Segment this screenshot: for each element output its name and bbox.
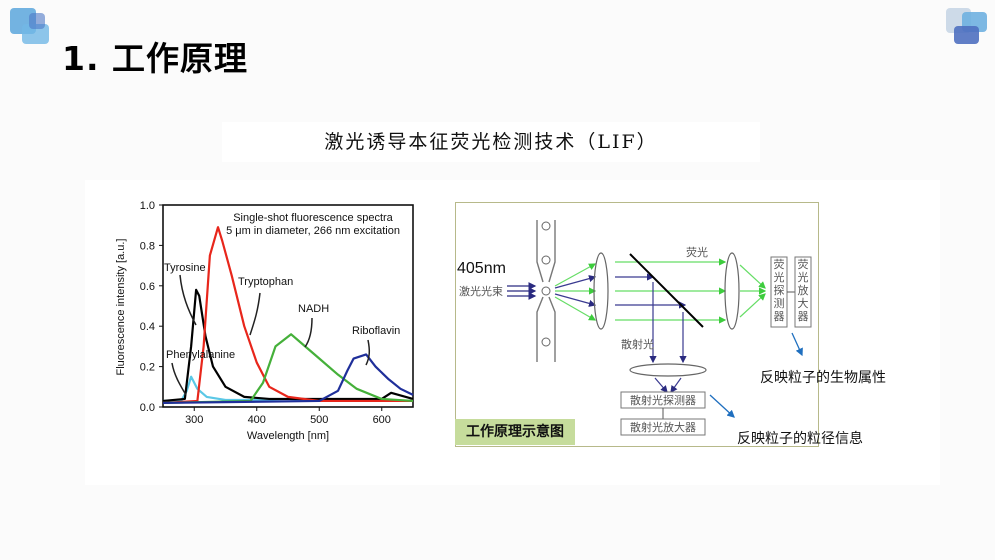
logo-icon-right bbox=[940, 0, 995, 50]
page-title: 1. 工作原理 bbox=[62, 39, 248, 78]
note-size-info: 反映粒子的粒径信息 bbox=[737, 431, 863, 447]
scatter-label: 散射光 bbox=[621, 337, 654, 351]
label-phenylalanine: Phenylalanine bbox=[166, 349, 235, 361]
svg-text:400: 400 bbox=[248, 414, 266, 426]
label-tyrosine: Tyrosine bbox=[164, 262, 206, 274]
diagram-caption: 工作原理示意图 bbox=[455, 419, 575, 445]
label-riboflavin: Riboflavin bbox=[352, 325, 400, 337]
label-nadh: NADH bbox=[298, 303, 329, 315]
working-principle-diagram bbox=[455, 202, 819, 447]
note-bio-property: 反映粒子的生物属性 bbox=[760, 370, 886, 386]
chart-title: Single-shot fluorescence spectra bbox=[233, 212, 393, 224]
y-axis-label: Fluorescence intensity [a.u.] bbox=[115, 239, 127, 376]
subtitle: 激光诱导本征荧光检测技术（LIF） bbox=[324, 131, 658, 153]
series-tryptophan bbox=[162, 226, 413, 405]
fluor-amplifier-box: 荧光放大器 bbox=[797, 258, 809, 323]
scatter-detector: 散射光探测器 bbox=[630, 393, 696, 407]
label-tryptophan: Tryptophan bbox=[238, 276, 293, 288]
series-nadh bbox=[162, 333, 414, 405]
fluorescence-spectra-chart: 0.0 0.2 0.4 0.6 0.8 1.0 300 400 500 600 Single-s… bbox=[115, 200, 414, 442]
x-axis-label: Wavelength [nm] bbox=[247, 430, 329, 442]
optical-path-svg: 405nm 激光光束 荧光 散射光 散射光探测器 散射光放大器 bbox=[457, 220, 812, 436]
svg-text:300: 300 bbox=[185, 414, 203, 426]
svg-text:1.0: 1.0 bbox=[140, 200, 155, 212]
laser-beam-label: 激光光束 bbox=[459, 284, 503, 298]
svg-text:0.6: 0.6 bbox=[140, 281, 155, 293]
series-tyrosine bbox=[162, 288, 414, 403]
svg-text:0.2: 0.2 bbox=[140, 362, 155, 374]
svg-text:500: 500 bbox=[310, 414, 328, 426]
fluorescence-label: 荧光 bbox=[686, 245, 708, 259]
svg-text:0.4: 0.4 bbox=[140, 321, 155, 333]
series-riboflavin bbox=[162, 353, 414, 405]
note-arrows bbox=[709, 332, 803, 418]
svg-text:0.0: 0.0 bbox=[140, 402, 155, 414]
chart-subtitle: 5 μm in diameter, 266 nm excitation bbox=[226, 225, 400, 237]
subtitle-bar bbox=[222, 122, 760, 162]
fluor-detector-box: 荧光探测器 bbox=[773, 258, 785, 323]
svg-text:0.8: 0.8 bbox=[140, 240, 155, 252]
scatter-amplifier: 散射光放大器 bbox=[630, 420, 696, 434]
svg-text:600: 600 bbox=[373, 414, 391, 426]
wavelength-label: 405nm bbox=[457, 260, 506, 277]
logo-icon-left bbox=[0, 0, 60, 50]
